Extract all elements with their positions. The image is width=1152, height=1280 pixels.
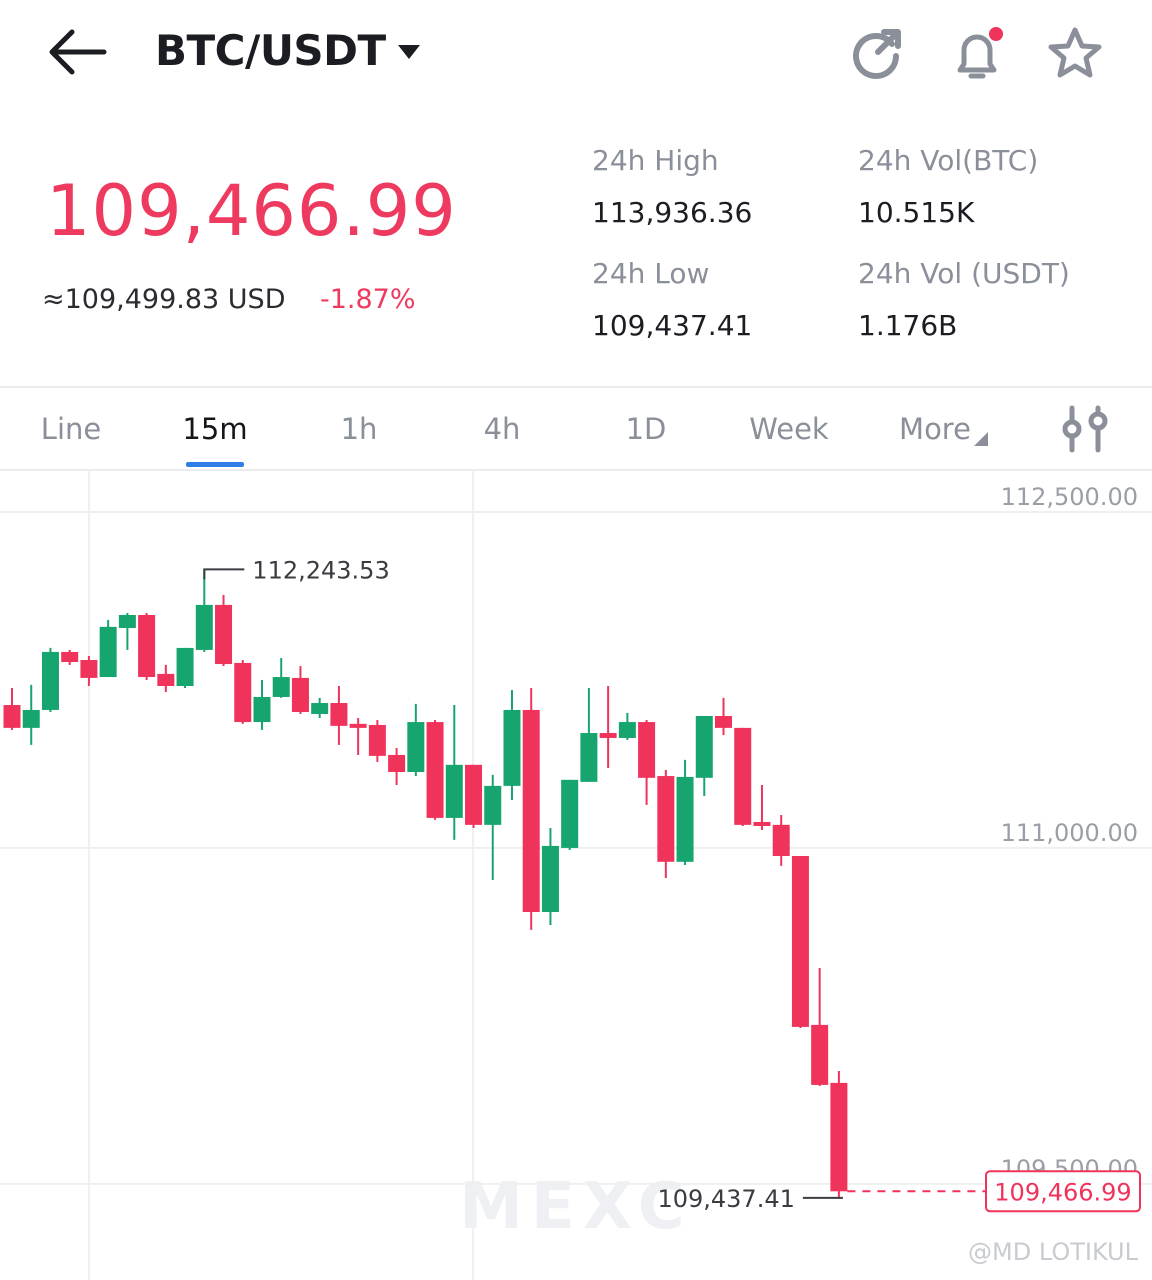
candle-body <box>118 614 136 628</box>
divider <box>0 386 1152 388</box>
stat-value: 113,936.36 <box>592 196 753 229</box>
candle-body <box>80 660 98 678</box>
price-change: -1.87% <box>320 284 416 315</box>
candle-body <box>734 727 752 825</box>
candle-body <box>41 651 59 710</box>
timeframe-tab[interactable]: More <box>899 412 971 446</box>
candle-body <box>311 703 329 714</box>
candle-body <box>791 855 809 1027</box>
candle-body <box>99 626 117 678</box>
candle-body <box>715 716 733 728</box>
candle-body <box>811 1024 829 1085</box>
candle-body <box>388 754 406 773</box>
watermark-logo: MEXC <box>459 1170 692 1244</box>
last-price-tag-label: 109,466.99 <box>994 1178 1131 1206</box>
candle-body <box>772 824 790 856</box>
candle-body <box>426 722 444 818</box>
stat-label: 24h Vol (USDT) <box>858 257 1070 290</box>
candle-body <box>541 845 559 912</box>
y-tick-label: 112,500.00 <box>1001 483 1138 511</box>
pair-title[interactable]: BTC/USDT <box>155 26 386 75</box>
watermark-author: @MD LOTIKUL <box>968 1238 1139 1266</box>
candle-body <box>61 651 79 663</box>
timeframe-tab[interactable]: Line <box>40 412 102 446</box>
favorite-icon[interactable] <box>1046 26 1104 82</box>
candle-body <box>695 716 713 778</box>
stat-label: 24h Low <box>592 257 710 290</box>
low-marker-label: 109,437.41 <box>657 1185 794 1213</box>
timeframe-tab[interactable]: 1h <box>340 412 378 446</box>
high-marker-line <box>203 568 245 580</box>
candle-body <box>330 703 348 726</box>
last-price-tag <box>985 1170 1141 1213</box>
candle-body <box>445 764 463 818</box>
candle-body <box>195 604 213 650</box>
timeframe-tab[interactable]: 15m <box>182 412 248 446</box>
candle-body <box>638 722 656 778</box>
timeframe-tab[interactable]: Week <box>749 412 829 446</box>
candle-body <box>599 733 617 738</box>
candle-body <box>580 733 598 782</box>
candle-body <box>215 604 233 665</box>
candle-body <box>272 677 290 697</box>
candle-body <box>291 677 309 712</box>
indicator-settings[interactable] <box>1058 404 1114 454</box>
candle-body <box>176 647 194 686</box>
candle-body <box>368 724 386 756</box>
candle-body <box>349 723 367 728</box>
stat-value: 109,437.41 <box>592 309 753 342</box>
candle-body <box>407 722 425 773</box>
back-button[interactable] <box>46 28 108 78</box>
candle-body <box>3 705 21 728</box>
timeframe-tab[interactable]: 1D <box>625 412 667 446</box>
candle-body <box>484 785 502 825</box>
timeframe-tab[interactable]: 4h <box>483 412 521 446</box>
candle-body <box>22 709 40 728</box>
last-price: 109,466.99 <box>46 170 457 252</box>
y-tick-label: 111,000.00 <box>1001 819 1138 847</box>
share-icon[interactable] <box>850 26 906 82</box>
candle-body <box>830 1082 848 1192</box>
candle-body <box>138 614 156 678</box>
more-caret <box>974 432 988 446</box>
stat-label: 24h Vol(BTC) <box>858 144 1039 177</box>
candle-body <box>618 722 636 738</box>
active-tab-underline <box>186 462 244 467</box>
usd-price: ≈109,499.83 USD <box>42 284 286 315</box>
alert-icon[interactable] <box>948 22 1008 82</box>
candle-body <box>253 696 271 723</box>
candle-body <box>157 673 175 686</box>
stat-value: 10.515K <box>858 196 975 229</box>
candle-body <box>561 779 579 848</box>
candle-body <box>234 662 252 723</box>
stat-label: 24h High <box>592 144 719 177</box>
divider <box>0 469 1152 471</box>
candlestick-chart: MEXC @MD LOTIKUL 112,500.00 111,000.00 109… <box>0 470 1152 1280</box>
pair-dropdown[interactable] <box>396 42 422 62</box>
candle-body <box>503 709 521 786</box>
candle-body <box>676 776 694 862</box>
stat-value: 1.176B <box>858 309 958 342</box>
high-marker-label: 112,243.53 <box>252 556 389 584</box>
candle-body <box>522 709 540 912</box>
candle-body <box>753 821 771 826</box>
candle-body <box>465 764 483 825</box>
candle-body <box>657 776 675 862</box>
